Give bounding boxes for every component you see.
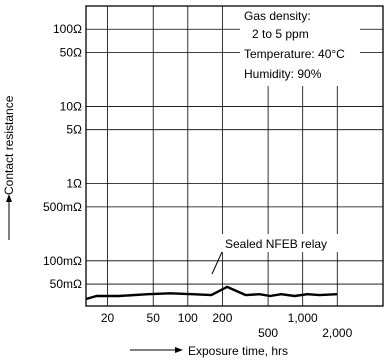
series-layer [85, 285, 338, 301]
x-tick-label: 100 [178, 311, 198, 325]
y-tick-label: 50mΩ [50, 277, 82, 291]
grid [86, 6, 384, 306]
info-temperature: Temperature: 40°C [244, 47, 345, 61]
y-tick-label: 50Ω [60, 45, 82, 59]
x-tick-label: 50 [147, 311, 161, 325]
y-tick-label: 10Ω [60, 99, 82, 113]
x-axis-title: Exposure time, hrs [188, 344, 288, 358]
y-tick-labels: 100Ω 50Ω 10Ω 5Ω 1Ω 500mΩ 100mΩ 50mΩ [43, 22, 82, 291]
series-leader-line [211, 251, 223, 275]
x-tick-label: 1,000 [288, 311, 318, 325]
x-tick-label: 200 [212, 311, 232, 325]
info-gas-density: Gas density: [244, 9, 311, 23]
y-tick-label: 500mΩ [43, 200, 82, 214]
info-humidity: Humidity: 90% [244, 67, 322, 81]
y-axis-title: Contact resistance [2, 95, 16, 195]
plot-frame [85, 5, 384, 307]
x-tick-labels: 20 50 100 200 1,000 500 2,000 [101, 311, 353, 340]
y-axis-arrow-head [6, 194, 12, 202]
series-line [85, 285, 338, 301]
series-label: Sealed NFEB relay [225, 237, 327, 251]
y-tick-label: 100mΩ [43, 254, 82, 268]
y-tick-label: 100Ω [53, 22, 82, 36]
x-axis-arrow-head [175, 347, 183, 353]
x-tick-label: 2,000 [322, 326, 352, 340]
y-tick-label: 5Ω [66, 123, 82, 137]
series-label-bg [222, 234, 364, 252]
x-tick-label: 20 [101, 311, 115, 325]
y-tick-label: 1Ω [66, 177, 82, 191]
x-tick-label: 500 [258, 326, 278, 340]
info-box [240, 6, 360, 86]
info-ppm: 2 to 5 ppm [252, 27, 309, 41]
